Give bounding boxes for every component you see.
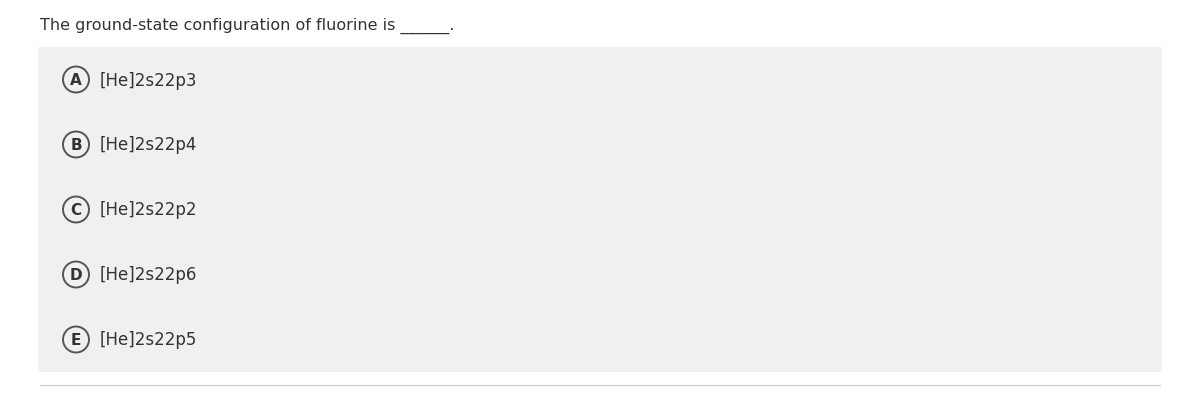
Text: [He]2s22p2: [He]2s22p2: [100, 201, 198, 219]
Text: The ground-state configuration of fluorine is ______.: The ground-state configuration of fluori…: [40, 18, 455, 34]
FancyBboxPatch shape: [38, 243, 1162, 307]
FancyBboxPatch shape: [38, 113, 1162, 177]
FancyBboxPatch shape: [38, 177, 1162, 243]
Text: A: A: [70, 73, 82, 88]
FancyBboxPatch shape: [38, 307, 1162, 372]
Text: [He]2s22p3: [He]2s22p3: [100, 71, 198, 89]
Text: C: C: [71, 202, 82, 217]
Text: [He]2s22p4: [He]2s22p4: [100, 136, 197, 154]
FancyBboxPatch shape: [38, 48, 1162, 113]
Text: [He]2s22p5: [He]2s22p5: [100, 331, 197, 349]
Text: [He]2s22p6: [He]2s22p6: [100, 266, 197, 284]
Text: D: D: [70, 267, 83, 282]
Text: B: B: [70, 138, 82, 153]
Text: E: E: [71, 332, 82, 347]
